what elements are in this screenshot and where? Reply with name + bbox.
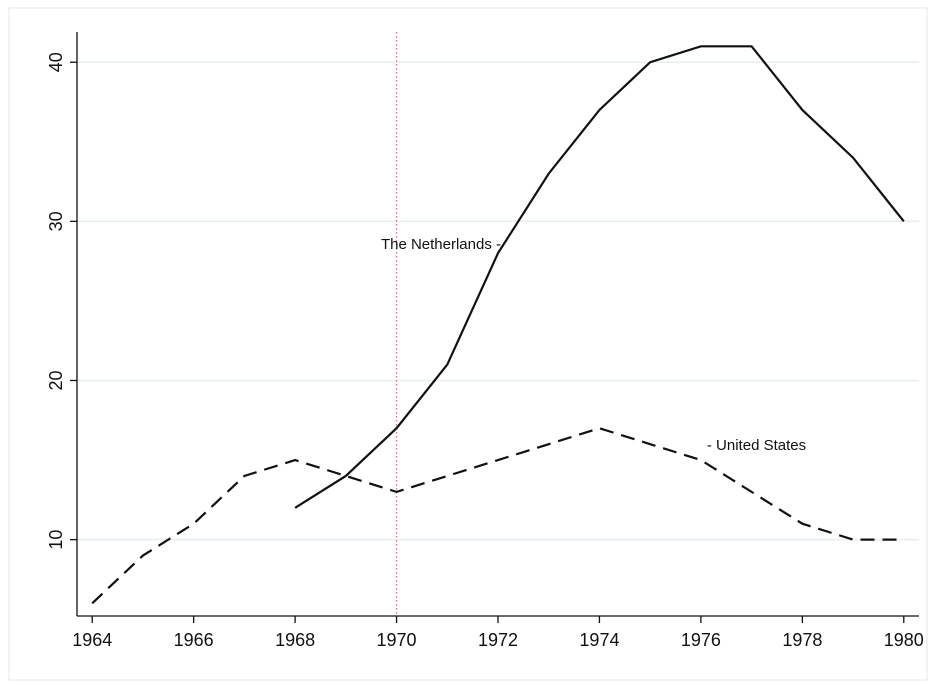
x-tick-label: 1972 [478,630,518,650]
y-tick-label: 40 [46,52,66,72]
x-tick-label: 1966 [174,630,214,650]
x-tick-label: 1974 [579,630,619,650]
series-label: The Netherlands - [381,236,501,253]
x-tick-label: 1976 [681,630,721,650]
y-tick-label: 20 [46,370,66,390]
series-line [294,45,905,509]
series-label: - United States [707,437,806,454]
x-tick-label: 1968 [275,630,315,650]
x-tick-label: 1970 [377,630,417,650]
x-tick-label: 1980 [884,630,924,650]
y-tick-label: 10 [46,530,66,550]
x-tick-label: 1964 [72,630,112,650]
frame [8,7,928,681]
y-tick-label: 30 [46,211,66,231]
x-tick-label: 1978 [782,630,822,650]
series-line [91,427,904,605]
